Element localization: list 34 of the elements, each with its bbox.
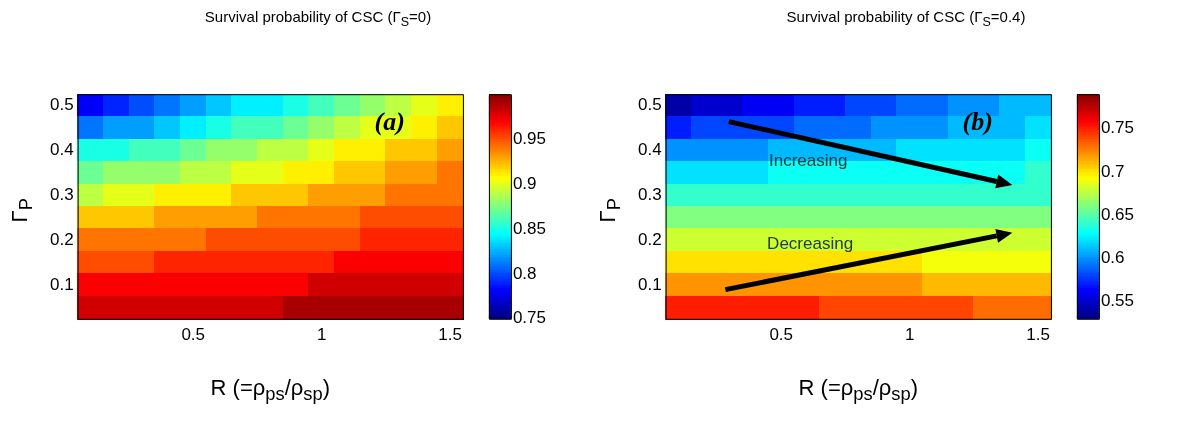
- color-bar-label: 0.75: [512, 308, 547, 328]
- x-tick-label: 1: [316, 324, 327, 344]
- color-bar-label: 0.8: [512, 263, 537, 283]
- annotation: (b): [962, 107, 993, 137]
- x-axis-title: R (=ρ$_{ps}$/ρ$_{sp}$): [797, 375, 919, 406]
- y-tick-label: 0.5: [49, 95, 74, 115]
- color-bar-label: 0.7: [1100, 161, 1125, 181]
- x-tick-label: 0.5: [769, 324, 794, 344]
- x-axis-title: R (=ρ$_{ps}$/ρ$_{sp}$): [209, 375, 331, 406]
- x-tick-label: 0.5: [181, 324, 206, 344]
- color-bar-label: 0.6: [1100, 248, 1125, 268]
- x-tick-label: 1.5: [438, 324, 462, 344]
- color-bar-label: 0.75: [1100, 118, 1135, 138]
- chart-title: Survival probability of CSC (Γ$_{S}$=0.4): [785, 8, 1027, 31]
- y-tick-label: 0.1: [637, 274, 662, 294]
- y-tick-label: 0.4: [49, 140, 74, 160]
- annotation: Increasing: [768, 151, 848, 171]
- chart-title: Survival probability of CSC (Γ$_{S}$=0): [203, 8, 433, 31]
- x-tick-label: 1: [904, 324, 915, 344]
- y-tick-label: 0.1: [49, 274, 74, 294]
- color-bar-label: 0.65: [1100, 204, 1135, 224]
- y-tick-label: 0.3: [637, 184, 662, 204]
- x-tick-label: 1.5: [1026, 324, 1050, 344]
- y-tick-label: 0.5: [637, 95, 662, 115]
- annotation: Decreasing: [767, 234, 854, 254]
- color-bar-label: 0.55: [1100, 291, 1135, 311]
- color-bar-label: 0.9: [512, 173, 537, 193]
- y-tick-label: 0.4: [637, 140, 662, 160]
- y-tick-label: 0.3: [49, 184, 74, 204]
- color-bar-label: 0.95: [512, 128, 547, 148]
- y-tick-label: 0.2: [49, 229, 74, 249]
- color-bar-label: 0.85: [512, 218, 547, 238]
- y-tick-label: 0.2: [637, 229, 662, 249]
- annotation: (a): [374, 107, 405, 137]
